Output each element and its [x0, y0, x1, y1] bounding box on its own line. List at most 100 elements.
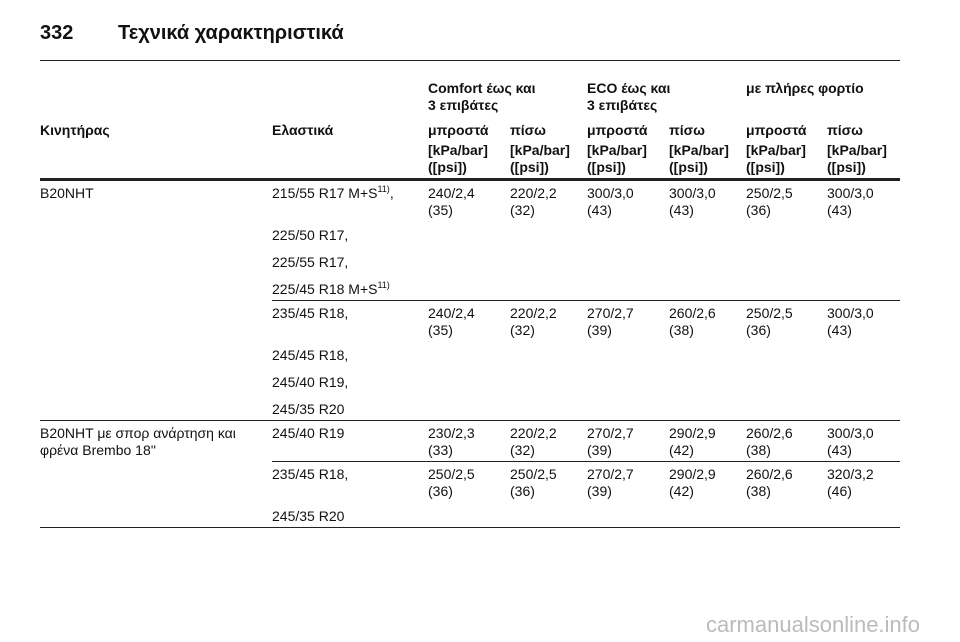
tire-text: 235/45 R18,	[272, 466, 349, 482]
tire-size: 245/35 R20	[272, 401, 344, 418]
page-title: Τεχνικά χαρακτηριστικά	[118, 22, 344, 44]
pressure-value: 270/2,7	[587, 466, 634, 482]
unit-header: [kPa/bar] ([psi])	[510, 142, 570, 175]
pressure-value: 300/3,0	[669, 185, 716, 201]
pressure-value: 240/2,4	[428, 185, 475, 201]
psi-value: (39)	[587, 322, 612, 338]
pressure-value: 220/2,2	[510, 305, 557, 321]
engine: B20NHT με σπορ ανάρτηση και φρένα Brembo…	[40, 425, 236, 458]
pressure-value: 300/3,0	[827, 305, 874, 321]
psi-value: (36)	[746, 322, 771, 338]
tire-text: 225/45 R18 M+S	[272, 281, 378, 297]
rule	[272, 300, 900, 301]
pressure-value: 270/2,7	[587, 425, 634, 441]
tire-text: 235/45 R18,	[272, 305, 349, 321]
pressure-value: 250/2,5	[510, 466, 557, 482]
psi-value: (39)	[587, 442, 612, 458]
psi-value: (36)	[428, 483, 453, 499]
column-header: Κινητήρας	[40, 122, 110, 138]
unit-header: [kPa/bar] ([psi])	[587, 142, 647, 175]
tire-text: 225/55 R17,	[272, 254, 349, 270]
psi-value: (38)	[746, 442, 771, 458]
pressure-value: 230/2,3	[428, 425, 475, 441]
pressure-value: 240/2,4	[428, 305, 475, 321]
tire-text: 245/40 R19,	[272, 374, 349, 390]
tire-size: 245/35 R20	[272, 508, 344, 525]
tire-size: 245/40 R19	[272, 425, 344, 442]
unit-header: [kPa/bar] ([psi])	[827, 142, 887, 175]
rule	[40, 527, 900, 528]
tire-text: 245/45 R18,	[272, 347, 349, 363]
psi-value: (42)	[669, 483, 694, 499]
pressure-value: 250/2,5	[746, 185, 793, 201]
column-header: μπροστά	[428, 122, 489, 138]
tire-text: 215/55 R17 M+S	[272, 185, 378, 201]
pressure-value: 220/2,2	[510, 185, 557, 201]
pressure-value: 260/2,6	[669, 305, 716, 321]
pressure-value: 220/2,2	[510, 425, 557, 441]
psi-value: (43)	[827, 442, 852, 458]
tire-size: 235/45 R18,	[272, 466, 348, 483]
group-header: ECO έως και 3 επιβάτες	[587, 80, 671, 113]
psi-value: (43)	[669, 202, 694, 218]
psi-value: (39)	[587, 483, 612, 499]
psi-value: (35)	[428, 322, 453, 338]
psi-value: (32)	[510, 202, 535, 218]
pressure-value: 250/2,5	[428, 466, 475, 482]
psi-value: (43)	[587, 202, 612, 218]
rule	[40, 420, 900, 421]
punctuation: ,	[389, 185, 394, 201]
psi-value: (36)	[746, 202, 771, 218]
psi-value: (46)	[827, 483, 852, 499]
tire-size: 225/55 R17,	[272, 254, 348, 271]
psi-value: (32)	[510, 442, 535, 458]
rule	[272, 461, 900, 462]
pressure-value: 290/2,9	[669, 466, 716, 482]
group-header: Comfort έως και 3 επιβάτες	[428, 80, 536, 113]
tire-size: 235/45 R18,	[272, 305, 348, 322]
pressure-value: 300/3,0	[827, 425, 874, 441]
pressure-value: 260/2,6	[746, 466, 793, 482]
footnote-ref: 11)	[377, 280, 390, 290]
tire-text: 225/50 R17,	[272, 227, 349, 243]
psi-value: (43)	[827, 322, 852, 338]
engine: B20NHT	[40, 185, 94, 201]
tire-size: 225/45 R18 M+S11)	[272, 281, 390, 298]
footnote-ref: 11)	[377, 184, 390, 194]
column-header: πίσω	[510, 122, 547, 138]
column-header: μπροστά	[746, 122, 807, 138]
pressure-value: 300/3,0	[587, 185, 634, 201]
psi-value: (42)	[669, 442, 694, 458]
psi-value: (33)	[428, 442, 453, 458]
tire-text: 245/35 R20	[272, 508, 345, 524]
rule	[40, 178, 900, 181]
column-header: Ελαστικά	[272, 122, 334, 138]
psi-value: (35)	[428, 202, 453, 218]
watermark: carmanualsonline.info	[706, 612, 921, 637]
pressure-value: 270/2,7	[587, 305, 634, 321]
tire-size: 245/40 R19,	[272, 374, 348, 391]
pressure-value: 300/3,0	[827, 185, 874, 201]
psi-value: (38)	[746, 483, 771, 499]
unit-header: [kPa/bar] ([psi])	[669, 142, 729, 175]
pressure-value: 320/3,2	[827, 466, 874, 482]
unit-header: [kPa/bar] ([psi])	[746, 142, 806, 175]
pressure-value: 290/2,9	[669, 425, 716, 441]
column-header: πίσω	[827, 122, 864, 138]
page-number: 332	[40, 22, 74, 44]
pressure-value: 260/2,6	[746, 425, 793, 441]
rule	[40, 60, 900, 61]
tire-size: 245/45 R18,	[272, 347, 348, 364]
pressure-value: 250/2,5	[746, 305, 793, 321]
psi-value: (32)	[510, 322, 535, 338]
psi-value: (38)	[669, 322, 694, 338]
column-header: μπροστά	[587, 122, 648, 138]
tire-size: 215/55 R17 M+S11),	[272, 185, 394, 202]
tire-text: 245/40 R19	[272, 425, 345, 441]
tire-text: 245/35 R20	[272, 401, 345, 417]
psi-value: (43)	[827, 202, 852, 218]
column-header: πίσω	[669, 122, 706, 138]
unit-header: [kPa/bar] ([psi])	[428, 142, 488, 175]
tire-size: 225/50 R17,	[272, 227, 348, 244]
